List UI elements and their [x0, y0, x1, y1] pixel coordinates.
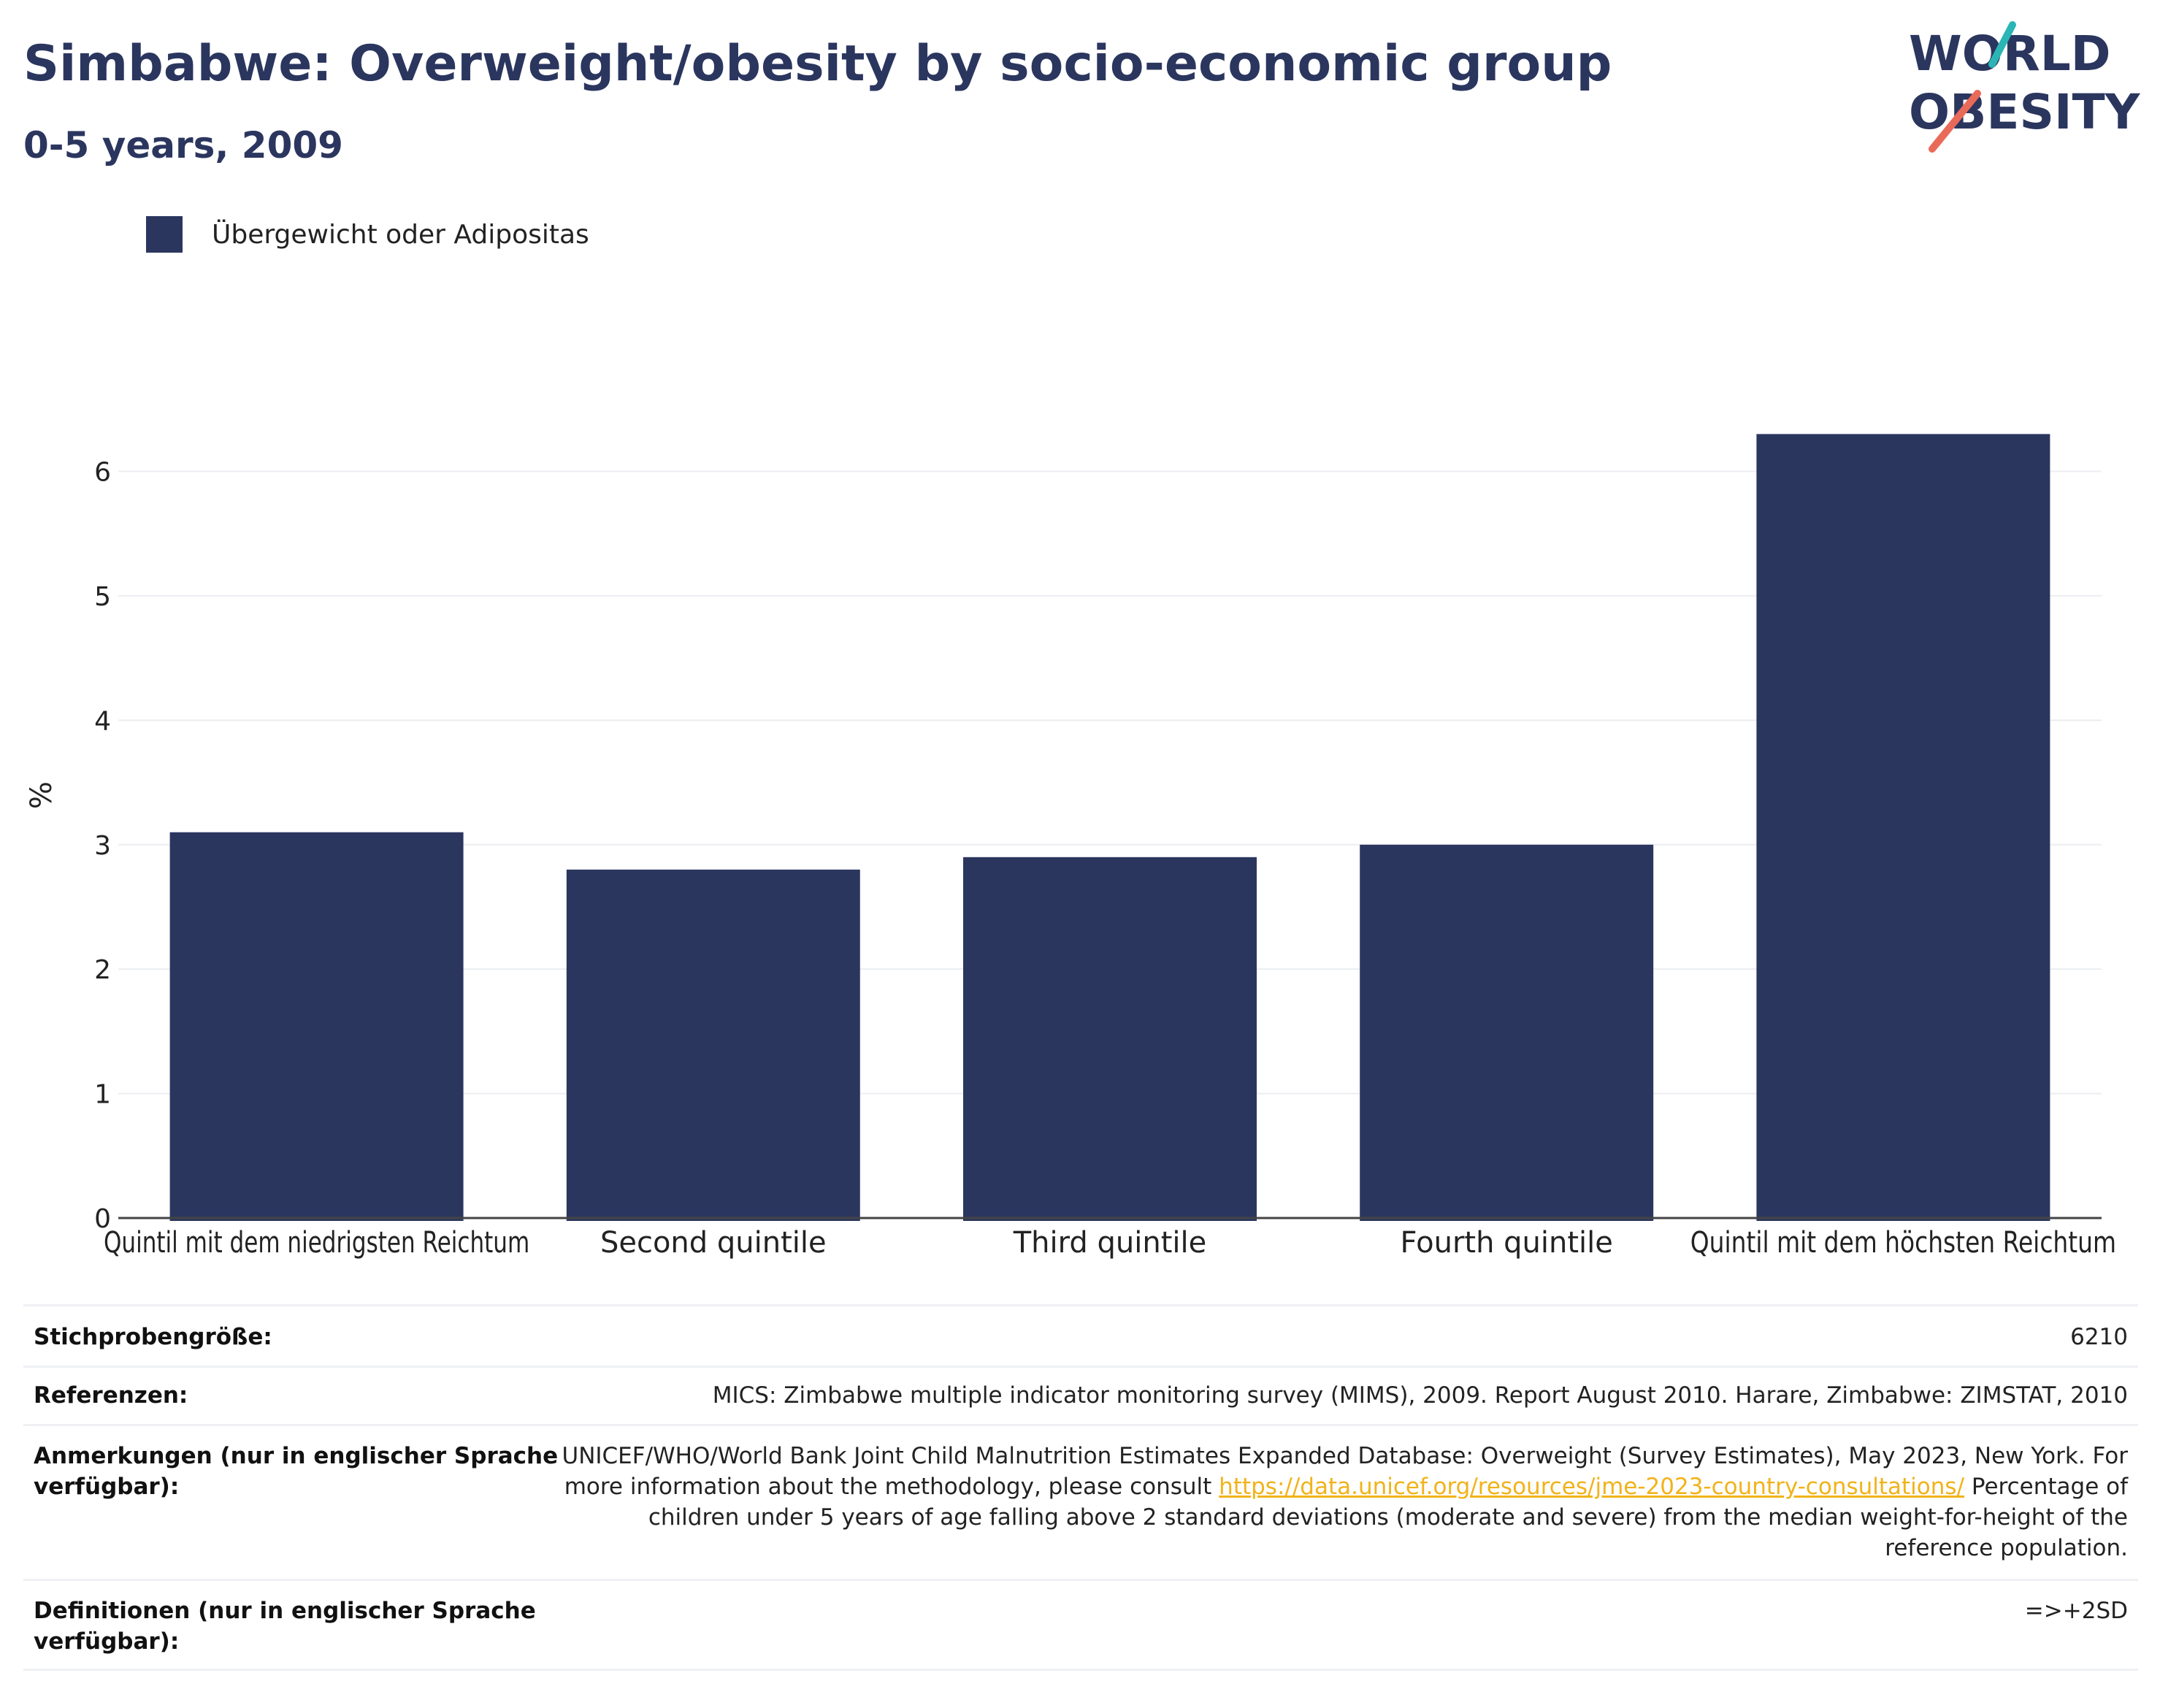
info-table: Stichprobengröße: 6210 Referenzen: MICS:… [23, 1304, 2138, 1671]
definitions-label: Definitionen (nur in englischer Sprache … [34, 1598, 536, 1655]
chart-legend[interactable]: Übergewicht oder Adipositas [146, 216, 589, 253]
y-tick-label: 4 [94, 706, 111, 736]
chart-subtitle: 0-5 years, 2009 [23, 124, 343, 166]
y-tick-label: 0 [94, 1204, 111, 1234]
notes-value: UNICEF/WHO/World Bank Joint Child Malnut… [559, 1441, 2138, 1563]
bar [1756, 434, 2050, 1221]
y-axis-title: % [25, 781, 58, 809]
y-tick-label: 5 [94, 582, 111, 612]
chart-title: Simbabwe: Overweight/obesity by socio-ec… [23, 35, 1612, 93]
notes-row: Anmerkungen (nur in englischer Sprache v… [23, 1424, 2138, 1579]
bar [963, 857, 1257, 1221]
notes-link[interactable]: https://data.unicef.org/resources/jme-20… [1219, 1474, 1965, 1500]
sample-size-row: Stichprobengröße: 6210 [23, 1304, 2138, 1366]
logo-slash-coral [1929, 90, 1981, 153]
logo-slash-teal [1988, 21, 2016, 68]
bar [169, 832, 464, 1221]
y-tick-label: 3 [94, 831, 111, 861]
references-row: Referenzen: MICS: Zimbabwe multiple indi… [23, 1366, 2138, 1424]
definitions-row: Definitionen (nur in englischer Sprache … [23, 1579, 2138, 1671]
legend-label: Übergewicht oder Adipositas [212, 219, 589, 250]
definitions-value: =>+2SD [2024, 1598, 2128, 1624]
y-tick-label: 2 [94, 955, 111, 985]
x-tick-label: Quintil mit dem niedrigsten Reichtum [104, 1226, 529, 1260]
x-tick-label: Third quintile [1013, 1226, 1206, 1260]
bar [1360, 844, 1654, 1221]
sample-size-label: Stichprobengröße: [34, 1324, 272, 1350]
bar-chart: 0 1 2 3 4 5 6% Quintil mit dem niedrigsten Reic… [25, 434, 2116, 1260]
notes-text-2: Percentage of children under 5 years of … [648, 1474, 2128, 1561]
references-label: Referenzen: [34, 1382, 188, 1409]
legend-swatch [146, 216, 183, 253]
world-obesity-logo: WORLD OBESITY [1909, 21, 2141, 153]
references-value: MICS: Zimbabwe multiple indicator monito… [712, 1382, 2128, 1409]
y-tick-label: 6 [94, 458, 111, 488]
x-tick-label: Second quintile [600, 1226, 827, 1260]
notes-text-1: UNICEF/WHO/World Bank Joint Child Malnut… [562, 1443, 2129, 1500]
x-tick-label: Fourth quintile [1401, 1226, 1613, 1260]
y-tick-label: 1 [94, 1080, 111, 1110]
x-tick-label: Quintil mit dem höchsten Reichtum [1690, 1226, 2116, 1260]
sample-size-value: 6210 [2070, 1324, 2128, 1350]
bar [566, 869, 860, 1221]
notes-label: Anmerkungen (nur in englischer Sprache v… [34, 1443, 559, 1500]
